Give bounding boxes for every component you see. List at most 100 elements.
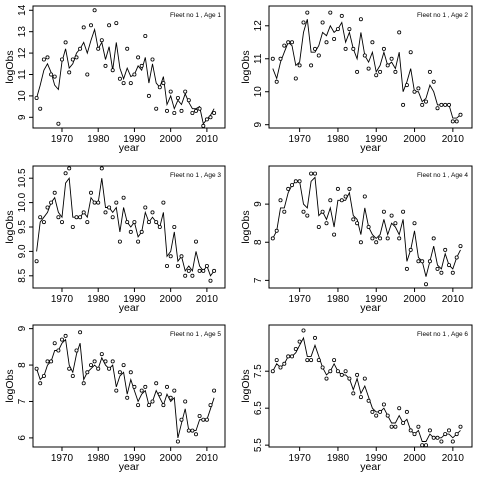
data-point	[49, 359, 54, 364]
data-point	[324, 40, 329, 45]
data-point	[78, 330, 83, 335]
data-point	[67, 166, 72, 171]
y-tick-label: 14	[17, 4, 28, 16]
y-tick-label: 9	[17, 114, 28, 120]
panel-title: Fleet no 1 , Age 2	[417, 12, 468, 19]
data-point	[309, 358, 314, 363]
data-point	[416, 86, 421, 91]
data-point	[362, 194, 367, 199]
data-point	[446, 102, 451, 107]
plot-frame	[268, 5, 473, 129]
data-point	[179, 108, 184, 113]
data-point	[146, 403, 151, 408]
data-point	[316, 224, 321, 229]
data-point	[408, 428, 413, 433]
data-point	[78, 215, 83, 220]
x-tick-label: 2000	[403, 134, 426, 145]
data-point	[168, 395, 173, 400]
data-point	[332, 232, 337, 237]
y-tick-label: 10	[17, 90, 28, 102]
data-point	[351, 391, 356, 396]
data-point	[190, 428, 195, 433]
data-point	[60, 337, 65, 342]
y-axis-label: logObs	[4, 50, 16, 83]
data-point	[85, 220, 90, 225]
data-point	[297, 339, 302, 344]
data-point	[143, 205, 148, 210]
data-point	[366, 66, 371, 71]
data-point	[60, 220, 65, 225]
data-point	[385, 236, 390, 241]
plot-frame	[32, 5, 226, 129]
x-tick-label: 1970	[289, 453, 312, 464]
data-point	[431, 79, 436, 84]
data-point	[85, 72, 90, 77]
data-point	[81, 25, 86, 30]
x-tick-label: 1990	[123, 453, 146, 464]
y-tick-label: 6.5	[253, 401, 264, 415]
panel-6: 1970 1980 1990 2000 2010 5.5 6.5 7.5 year logObs F…	[240, 324, 473, 473]
data-point	[56, 215, 61, 220]
data-point	[121, 81, 126, 86]
data-point	[293, 346, 298, 351]
data-point	[431, 236, 436, 241]
plot-frame	[268, 324, 473, 448]
y-tick-label: 7	[17, 398, 28, 404]
panel-title: Fleet no 1 , Age 3	[170, 172, 221, 179]
data-point	[139, 388, 144, 393]
x-tick-label: 2000	[403, 453, 426, 464]
data-point	[370, 409, 375, 414]
data-point	[204, 117, 209, 122]
x-tick-label: 2010	[196, 134, 219, 145]
data-point	[374, 240, 379, 245]
data-point	[335, 186, 340, 191]
data-point	[161, 81, 166, 86]
x-tick-label: 2010	[442, 453, 465, 464]
data-point	[335, 27, 340, 32]
x-axis-label: year	[119, 142, 140, 154]
data-point	[458, 244, 463, 249]
y-axis-label: logObs	[240, 50, 252, 83]
data-point	[362, 53, 367, 58]
data-point	[270, 236, 275, 241]
data-point	[157, 392, 162, 397]
data-point	[282, 361, 287, 366]
x-tick-label: 1990	[365, 134, 388, 145]
data-point	[56, 121, 61, 126]
data-point	[52, 341, 57, 346]
data-point	[103, 63, 108, 68]
data-point	[347, 27, 352, 32]
data-point	[381, 46, 386, 51]
data-point	[179, 417, 184, 422]
data-point	[132, 72, 137, 77]
data-point	[278, 56, 283, 61]
panel-2: 1970 1980 1990 2000 2010 9 10 11 12 year logObs Fle…	[240, 5, 473, 154]
x-tick-label: 2010	[196, 294, 219, 305]
x-tick-label: 1980	[87, 134, 110, 145]
data-point	[121, 195, 126, 200]
data-point	[316, 53, 321, 58]
data-point	[41, 220, 46, 225]
x-tick-label: 1980	[327, 134, 350, 145]
data-point	[114, 21, 119, 26]
y-tick-label: 5.5	[253, 438, 264, 452]
data-point	[274, 358, 279, 363]
data-point	[328, 10, 333, 15]
data-point	[143, 384, 148, 389]
data-point	[103, 359, 108, 364]
x-tick-label: 1970	[51, 134, 74, 145]
data-point	[404, 266, 409, 271]
data-point	[193, 432, 198, 437]
data-point	[38, 215, 43, 220]
data-point	[45, 55, 50, 60]
data-point	[121, 363, 126, 368]
data-point	[381, 209, 386, 214]
x-tick-label: 2000	[403, 294, 426, 305]
data-point	[107, 23, 112, 28]
y-tick-label: 13	[17, 26, 28, 38]
data-point	[41, 373, 46, 378]
data-point	[164, 263, 169, 268]
x-tick-label: 1990	[123, 134, 146, 145]
data-point	[370, 236, 375, 241]
fitted-line	[36, 176, 215, 277]
